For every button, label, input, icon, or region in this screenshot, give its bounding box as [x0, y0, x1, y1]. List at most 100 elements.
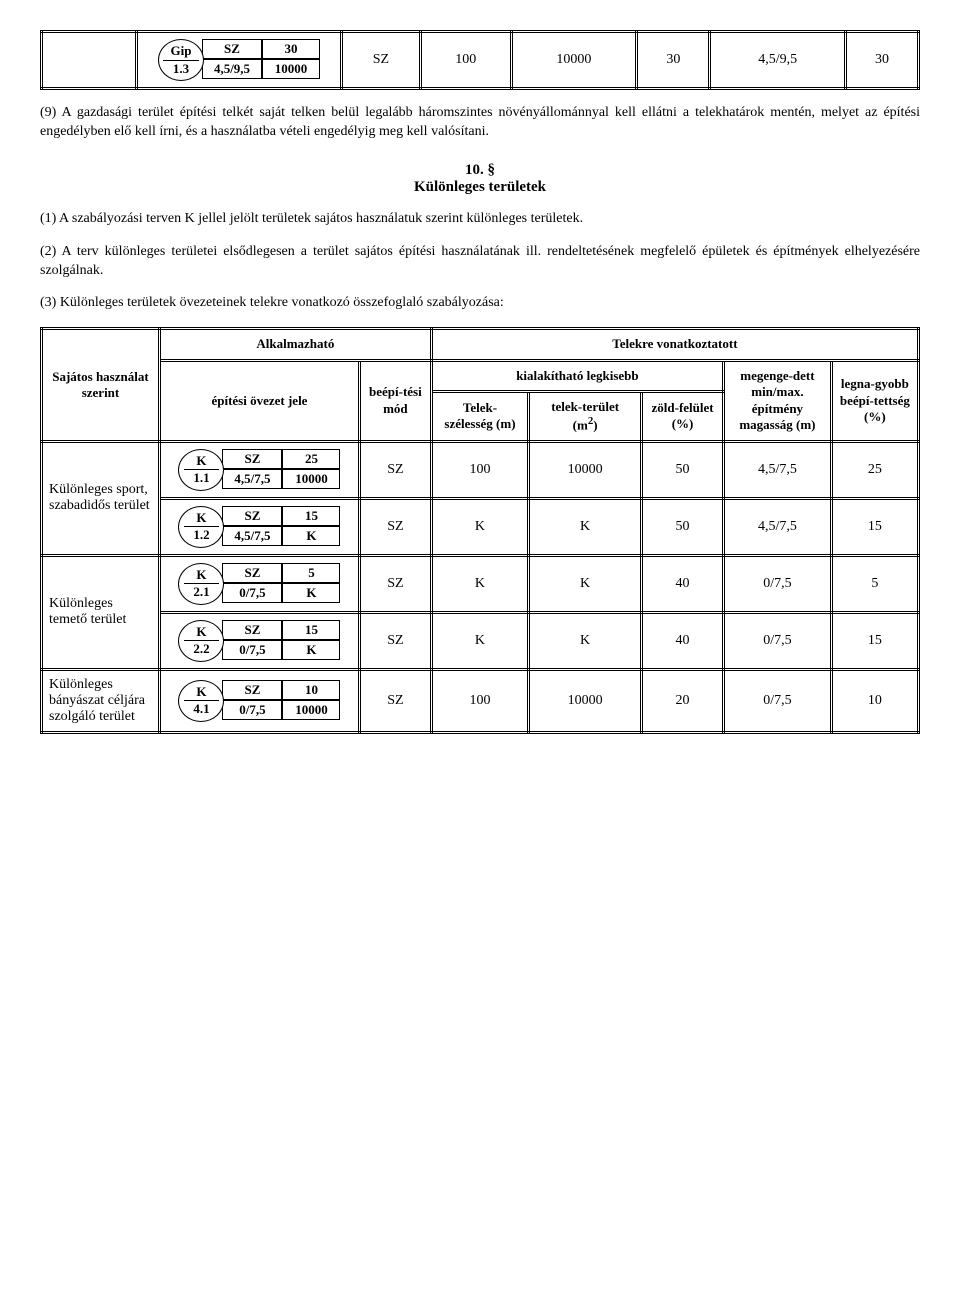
zone-widget-k-1-1: K 1.1 SZ 25 4,5/7,5 10000 — [178, 449, 340, 491]
top-col-2: 10000 — [511, 32, 637, 89]
zone-code-top: K — [196, 625, 206, 639]
hdr-beep: beépí-tési mód — [359, 360, 431, 441]
zone-code-bot: 1.3 — [173, 62, 189, 76]
top-col-4: 4,5/9,5 — [710, 32, 846, 89]
top-col-3: 30 — [637, 32, 710, 89]
hdr-legnagyobb: legna-gyobb beépí-tettség (%) — [831, 360, 918, 441]
top-col-0: SZ — [342, 32, 421, 89]
zone-widget-k-1-2: K 1.2 SZ 15 4,5/7,5 K — [178, 506, 340, 548]
val: 10000 — [529, 669, 642, 732]
hdr-kialakithato: kialakítható legkisebb — [431, 360, 723, 391]
zone-c: 4,5/7,5 — [222, 469, 282, 489]
val: 4,5/7,5 — [724, 498, 832, 555]
val: 50 — [642, 498, 724, 555]
zone-b: 30 — [262, 39, 320, 59]
section-title: Különleges területek — [414, 179, 546, 195]
zone-widget-k-2-2: K 2.2 SZ 15 0/7,5 K — [178, 620, 340, 662]
val: 10 — [831, 669, 918, 732]
section-num: 10. § — [465, 162, 495, 178]
zone-code-top: K — [196, 454, 206, 468]
zone-d: K — [282, 526, 340, 546]
paragraph-9: (9) A gazdasági terület építési telkét s… — [40, 104, 920, 142]
top-table: Gip 1.3 SZ 30 4,5/9,5 10000 SZ 100 10000… — [40, 30, 920, 90]
val: 100 — [431, 669, 528, 732]
zone-b: 5 — [282, 563, 340, 583]
zone-code-top: Gip — [171, 44, 192, 58]
zone-code-top: K — [196, 511, 206, 525]
zone-c: 0/7,5 — [222, 700, 282, 720]
val: SZ — [359, 555, 431, 612]
zone-a: SZ — [222, 620, 282, 640]
zone-widget-gip-1-3: Gip 1.3 SZ 30 4,5/9,5 10000 — [158, 39, 320, 81]
val: K — [529, 555, 642, 612]
val: K — [431, 612, 528, 669]
val: K — [529, 612, 642, 669]
zone-a: SZ — [222, 449, 282, 469]
paragraph-2: (2) A terv különleges területei elsődleg… — [40, 243, 920, 281]
zone-c: 4,5/7,5 — [222, 526, 282, 546]
val: K — [529, 498, 642, 555]
zone-d: K — [282, 583, 340, 603]
zone-b: 15 — [282, 506, 340, 526]
zone-code-bot: 4.1 — [193, 702, 209, 716]
zone-code-bot: 1.2 — [193, 528, 209, 542]
hdr-telekterulet: telek-terület (m2) — [529, 391, 642, 441]
val: 40 — [642, 612, 724, 669]
zone-code-bot: 2.1 — [193, 585, 209, 599]
hdr-zoldfelulet: zöld-felület (%) — [642, 391, 724, 441]
hdr-telekre: Telekre vonatkoztatott — [431, 329, 918, 360]
val: 25 — [831, 441, 918, 498]
hdr-megengedett: megenge-dett min/max. építmény magasság … — [724, 360, 832, 441]
val: 100 — [431, 441, 528, 498]
val: 50 — [642, 441, 724, 498]
val: 0/7,5 — [724, 669, 832, 732]
zone-c: 4,5/9,5 — [202, 59, 262, 79]
hdr-telter-a: telek-terület — [551, 399, 619, 414]
row-label-1: Különleges temető terület — [42, 555, 160, 669]
val: SZ — [359, 498, 431, 555]
zone-d: 10000 — [282, 700, 340, 720]
paragraph-1: (1) A szabályozási terven K jellel jelöl… — [40, 210, 920, 229]
zone-widget-k-4-1: K 4.1 SZ 10 0/7,5 10000 — [178, 680, 340, 722]
zone-b: 25 — [282, 449, 340, 469]
val: K — [431, 498, 528, 555]
section-heading: 10. § Különleges területek — [40, 162, 920, 196]
paragraph-3: (3) Különleges területek övezeteinek tel… — [40, 294, 920, 313]
val: SZ — [359, 612, 431, 669]
val: 15 — [831, 498, 918, 555]
zone-b: 15 — [282, 620, 340, 640]
zone-a: SZ — [202, 39, 262, 59]
zone-d: K — [282, 640, 340, 660]
val: SZ — [359, 669, 431, 732]
zone-a: SZ — [222, 563, 282, 583]
val: 10000 — [529, 441, 642, 498]
hdr-telter-b: (m — [573, 417, 588, 432]
top-col-5: 30 — [845, 32, 918, 89]
val: 4,5/7,5 — [724, 441, 832, 498]
val: 0/7,5 — [724, 612, 832, 669]
val: 40 — [642, 555, 724, 612]
zone-a: SZ — [222, 506, 282, 526]
hdr-sajatos: Sajátos használat szerint — [42, 329, 160, 441]
top-col-1: 100 — [420, 32, 511, 89]
hdr-telter-c: ) — [593, 417, 597, 432]
row-label-2: Különleges bányászat céljára szolgáló te… — [42, 669, 160, 732]
zone-d: 10000 — [282, 469, 340, 489]
val: 0/7,5 — [724, 555, 832, 612]
hdr-telekszelesseg: Telek-szélesség (m) — [431, 391, 528, 441]
zone-code-top: K — [196, 568, 206, 582]
val: SZ — [359, 441, 431, 498]
regulation-table: Sajátos használat szerint Alkalmazható T… — [40, 327, 920, 733]
zone-widget-k-2-1: K 2.1 SZ 5 0/7,5 K — [178, 563, 340, 605]
hdr-ovjele: építési övezet jele — [159, 360, 359, 441]
val: 15 — [831, 612, 918, 669]
zone-code-top: K — [196, 685, 206, 699]
zone-code-bot: 2.2 — [193, 642, 209, 656]
zone-c: 0/7,5 — [222, 583, 282, 603]
row-label-0: Különleges sport, szabadidős terület — [42, 441, 160, 555]
zone-d: 10000 — [262, 59, 320, 79]
zone-a: SZ — [222, 680, 282, 700]
val: 20 — [642, 669, 724, 732]
val: 5 — [831, 555, 918, 612]
hdr-alkalmazhato: Alkalmazható — [159, 329, 431, 360]
